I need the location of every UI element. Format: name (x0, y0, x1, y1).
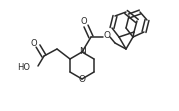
Text: HO: HO (17, 62, 30, 71)
Text: O: O (31, 39, 37, 48)
Text: N: N (79, 48, 85, 56)
Text: O: O (104, 32, 111, 41)
Text: O: O (79, 74, 86, 83)
Text: O: O (81, 18, 87, 27)
